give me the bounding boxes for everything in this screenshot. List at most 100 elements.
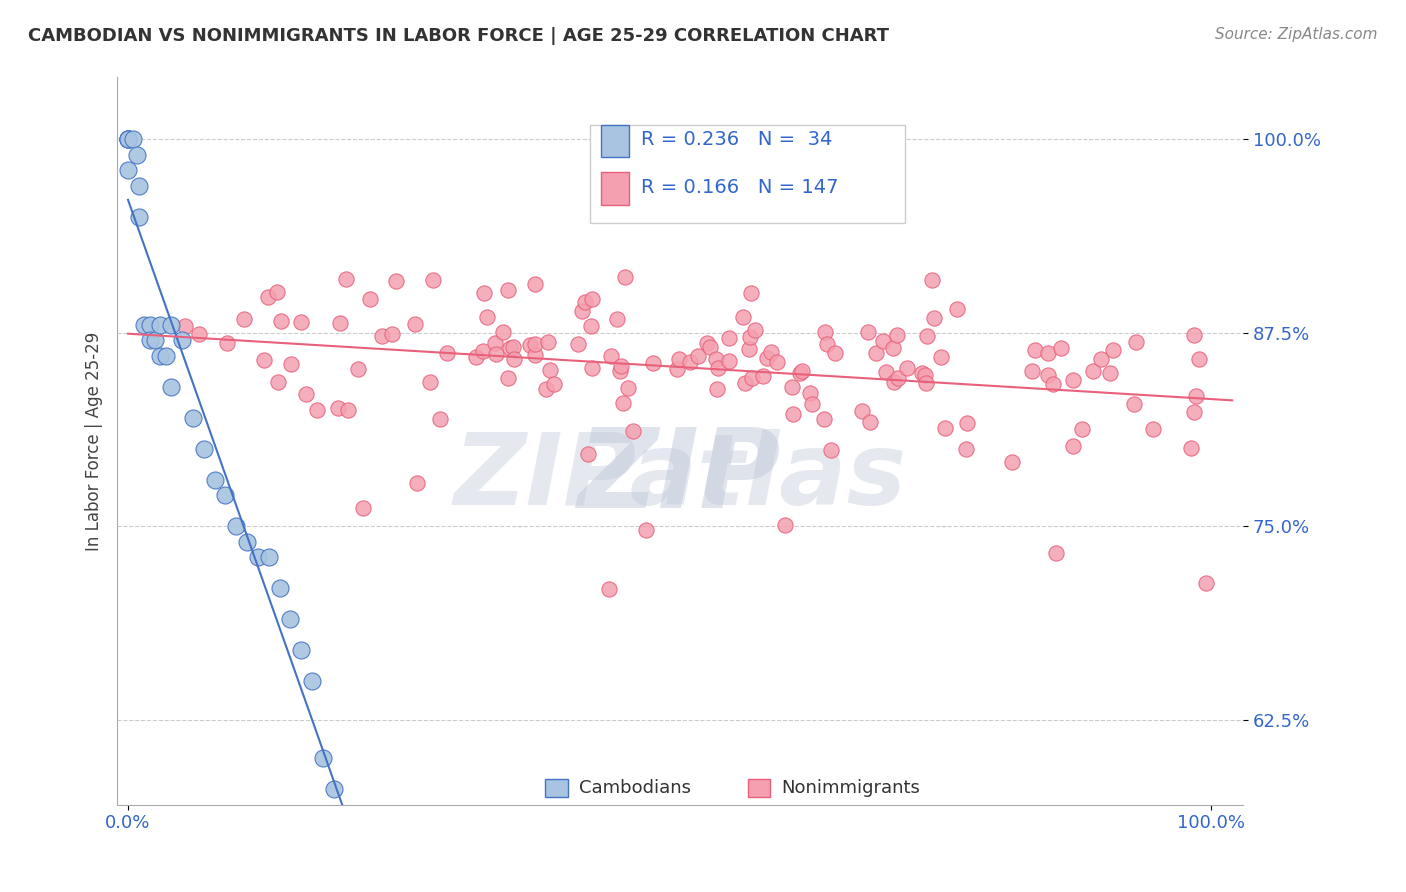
Point [519,337,541,351]
Bar [602,172,630,204]
Point [738,343,761,357]
Point [429,412,451,426]
Point [1102,343,1125,357]
Point [1062,373,1084,387]
Point [914,368,936,382]
Point [773,517,796,532]
Point [1180,441,1202,455]
Point [946,302,969,317]
Point [820,443,842,458]
Text: CAMBODIAN VS NONIMMIGRANTS IN LABOR FORCE | AGE 25-29 CORRELATION CHART: CAMBODIAN VS NONIMMIGRANTS IN LABOR FORC… [28,27,889,45]
Point [751,368,773,383]
Point [149,349,172,363]
Point [911,366,934,380]
Point [503,352,526,367]
Point [536,382,558,396]
Point [1184,389,1206,403]
Point [236,534,259,549]
Point [125,148,148,162]
Point [253,353,276,368]
Point [706,382,728,396]
Point [612,395,634,409]
Text: Nonimmigrants: Nonimmigrants [782,779,921,797]
Point [225,519,247,533]
Point [543,377,565,392]
Point [1001,455,1024,469]
Point [295,386,318,401]
Point [404,317,426,331]
Point [915,376,938,391]
Point [600,349,623,363]
Point [887,371,910,385]
Point [814,325,837,339]
Point [149,318,172,332]
Point [851,404,873,418]
Point [699,339,721,353]
Point [1122,397,1144,411]
Point [122,132,145,146]
Point [1182,327,1205,342]
Point [181,410,204,425]
Point [312,751,335,765]
Point [335,272,357,286]
Point [606,311,628,326]
Point [160,318,183,332]
Point [477,310,499,324]
Point [922,310,945,325]
Point [609,359,631,374]
Point [707,361,730,376]
Point [172,334,194,348]
Point [326,401,349,416]
Point [117,132,139,146]
Point [117,132,139,146]
Point [290,315,312,329]
Point [740,330,762,344]
Point [143,334,166,348]
Point [859,416,882,430]
Point [634,523,657,537]
Point [668,351,690,366]
Point [496,371,519,385]
Point [896,360,918,375]
Point [359,292,381,306]
Point [734,376,756,390]
Point [1142,422,1164,436]
Point [780,380,803,394]
Point [436,345,458,359]
Bar [748,780,770,797]
Point [1042,377,1064,392]
Point [301,673,323,688]
Point [1125,335,1147,350]
Point [117,163,139,178]
Point [744,323,766,337]
Point [581,292,603,306]
Point [384,274,406,288]
Point [717,331,740,345]
Point [799,386,821,401]
Point [576,447,599,461]
Point [471,343,494,358]
Point [801,396,824,410]
Point [598,582,620,596]
Point [267,375,290,389]
Point [882,341,904,355]
Point [782,407,804,421]
Point [706,351,728,366]
Point [1081,364,1104,378]
Point [679,355,702,369]
Point [270,314,292,328]
Point [1195,575,1218,590]
FancyBboxPatch shape [591,125,905,223]
Point [756,351,779,366]
Point [524,336,547,351]
Point [269,581,291,595]
Point [524,277,547,291]
Point [617,381,640,395]
Point [280,357,302,371]
Point [381,326,404,341]
Point [405,475,427,490]
Point [256,290,278,304]
Point [472,285,495,300]
Point [792,364,814,378]
Point [117,132,139,146]
